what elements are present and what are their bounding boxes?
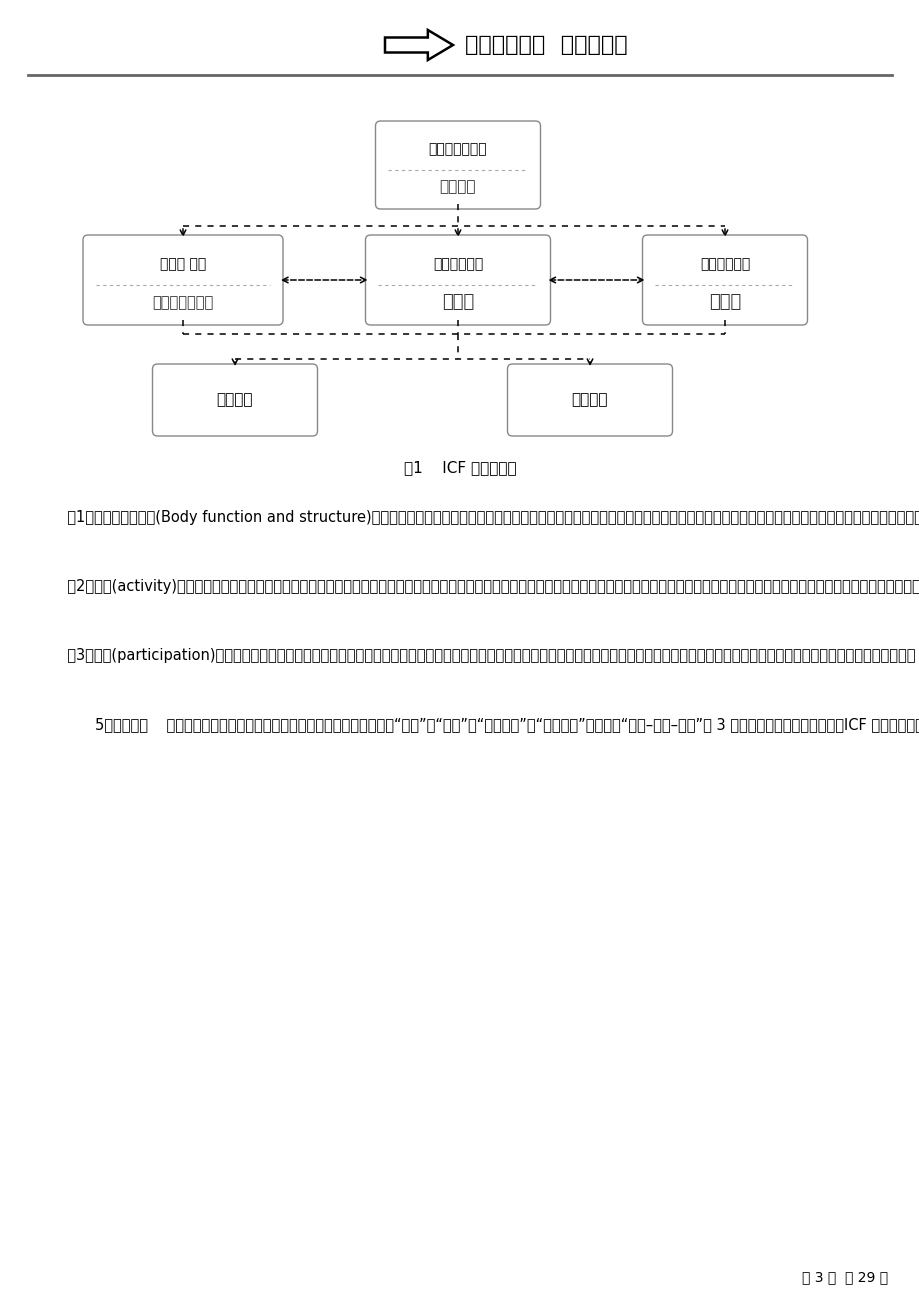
Text: 健康状况: 健康状况 (439, 180, 476, 194)
Text: 个人因素: 个人因素 (571, 392, 607, 408)
Text: 活　动: 活 动 (441, 293, 473, 311)
Text: 第 3 页  共 29 页: 第 3 页 共 29 页 (801, 1269, 887, 1284)
Text: （活动受限）: （活动受限） (433, 256, 482, 271)
FancyBboxPatch shape (365, 234, 550, 326)
Text: （障碍或疾病）: （障碍或疾病） (428, 142, 487, 156)
Text: （参与局限）: （参与局限） (699, 256, 749, 271)
Text: （3）参与(participation)：是个体参与他人相关的社会活动（家庭生活、人际交往和联系、接受教育和工作就业等主要生活领域，参与社会、社区和公民生活的能: （3）参与(participation)：是个体参与他人相关的社会活动（家庭生活… (58, 648, 914, 663)
Text: 参　与: 参 与 (709, 293, 741, 311)
FancyBboxPatch shape (153, 365, 317, 436)
Text: 身体功能和结构: 身体功能和结构 (153, 294, 213, 310)
Text: 图1    ICF 的概念模型: 图1 ICF 的概念模型 (403, 461, 516, 475)
FancyBboxPatch shape (507, 365, 672, 436)
Text: 精品范文模板  可修改删除: 精品范文模板 可修改删除 (464, 35, 627, 55)
Text: 5、关联因素    功能、健康和残疾之间相互独立又彼此关联，当考虑患者的“功能”、“残疾”、“健康状态”或“疾病后果”时，应从“身体–活动–参与”这 3 个水平: 5、关联因素 功能、健康和残疾之间相互独立又彼此关联，当考虑患者的“功能”、“残… (58, 717, 919, 732)
FancyBboxPatch shape (375, 121, 540, 210)
Text: （1）身体功能和功能(Body function and structure)：身体功能指身体各系统的生理或心理功能。身体结构指身体的解剖部位，如器官、肢体及其: （1）身体功能和功能(Body function and structure)：… (58, 510, 919, 525)
Text: （2）活动(activity)：是由个体执行一项任务或行动。活动受限指个体在完成活动时可能遇到的困难，这里指的是个体整体水平的功能障碍（如学习和应用知识的能力、: （2）活动(activity)：是由个体执行一项任务或行动。活动受限指个体在完成… (58, 579, 919, 594)
FancyBboxPatch shape (83, 234, 283, 326)
Text: （残　 疾）: （残 疾） (160, 256, 206, 271)
FancyBboxPatch shape (641, 234, 807, 326)
Text: 环境因素: 环境因素 (217, 392, 253, 408)
